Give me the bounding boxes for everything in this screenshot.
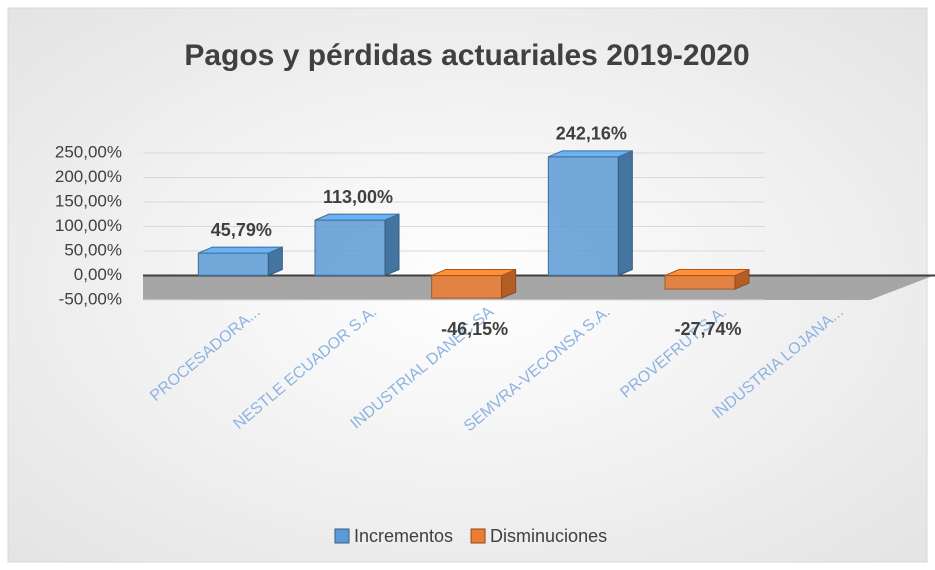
bar <box>314 213 400 277</box>
y-tick-label: 200,00% <box>55 167 122 186</box>
floor <box>143 275 935 300</box>
bar-top <box>198 246 283 254</box>
legend-swatch <box>334 528 350 544</box>
legend-label: Disminuciones <box>490 526 607 546</box>
bar <box>664 268 750 290</box>
bar-front <box>547 156 619 276</box>
y-tick-label: 50,00% <box>64 240 122 259</box>
y-tick-label: 0,00% <box>74 265 122 284</box>
chart-title: Pagos y pérdidas actuariales 2019-2020 <box>184 39 749 72</box>
data-label: 113,00% <box>323 187 393 207</box>
bar-top <box>314 213 400 221</box>
bar-top <box>548 150 633 158</box>
y-tick-label: 100,00% <box>55 216 122 235</box>
bar-top <box>664 269 750 276</box>
bar-side <box>617 150 633 277</box>
bar-front <box>664 275 736 290</box>
bar-front <box>431 275 503 299</box>
bar <box>431 268 517 299</box>
y-tick-label: 250,00% <box>55 142 122 161</box>
legend-swatch <box>470 528 486 544</box>
bar-side <box>384 213 400 277</box>
bar-front <box>197 252 269 276</box>
data-label: 242,16% <box>556 124 627 144</box>
bar-top <box>431 269 516 276</box>
data-label: -46,15% <box>441 319 508 339</box>
bar <box>547 150 633 277</box>
y-tick-label: -50,00% <box>59 289 122 308</box>
bar <box>197 246 283 277</box>
legend-label: Incrementos <box>354 526 453 546</box>
data-label: 45,79% <box>211 220 272 240</box>
data-label: -27,74% <box>674 319 741 339</box>
y-tick-label: 150,00% <box>55 191 122 210</box>
bar-front <box>314 219 386 277</box>
